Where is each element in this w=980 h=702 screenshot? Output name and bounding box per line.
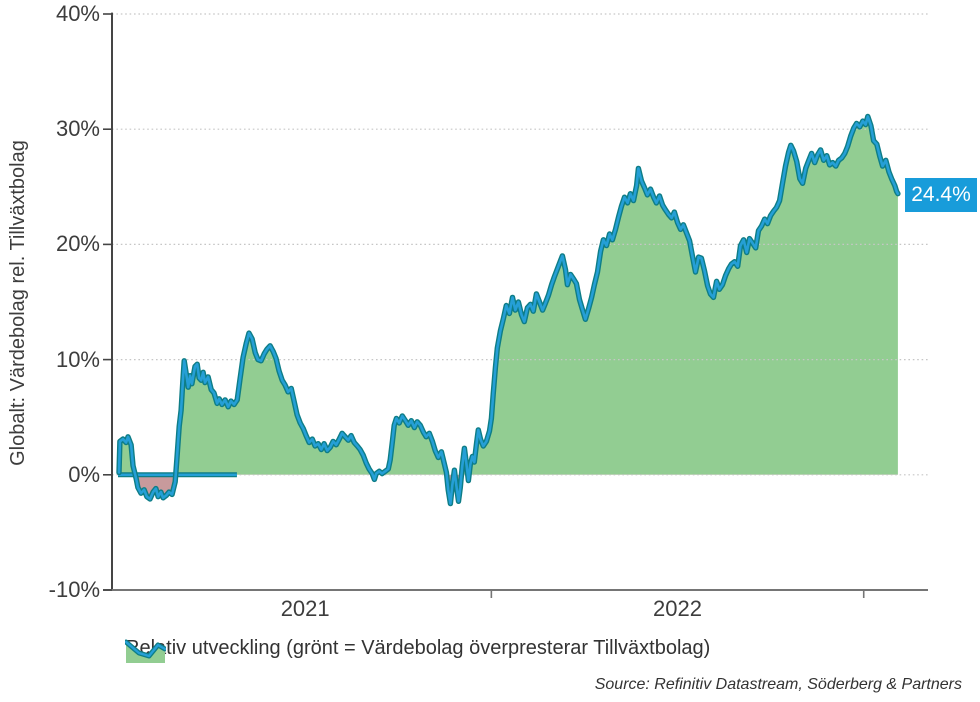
area-positive-fill	[119, 116, 898, 475]
legend: Relativ utveckling (grönt = Värdebolag ö…	[125, 637, 711, 663]
area-fills	[119, 116, 898, 504]
x-tick-label-2021: 2021	[280, 596, 330, 621]
y-tick-label-0: 0%	[68, 461, 100, 487]
last-value-callout: 24.4%	[905, 178, 977, 212]
source-credit: Source: Refinitiv Datastream, Söderberg …	[594, 676, 962, 693]
relative-performance-line	[116, 113, 901, 507]
y-tick-label-20: 20%	[55, 231, 100, 257]
x-tick-label-2022: 2022	[653, 596, 703, 621]
y-axis-title: Globalt: Värdebolag rel. Tillväxtbolag	[7, 140, 29, 466]
y-tick-label-40: 40%	[55, 1, 100, 26]
y-tick-label-10: 10%	[55, 346, 100, 372]
y-tick-label-30: 30%	[55, 116, 100, 142]
axes	[103, 12, 928, 598]
area-series-legend-icon	[125, 639, 166, 663]
legend-label: Relativ utveckling (grönt = Värdebolag ö…	[125, 637, 711, 659]
y-tick-label--10: -10%	[48, 577, 100, 602]
